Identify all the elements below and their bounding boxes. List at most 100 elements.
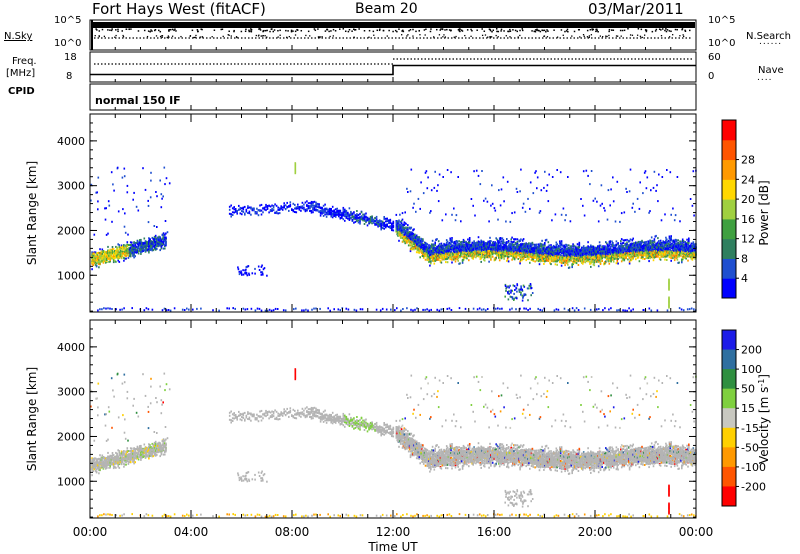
power-cell — [447, 250, 450, 252]
power-cell — [543, 255, 545, 258]
power-cell — [140, 238, 142, 241]
power-cell — [153, 238, 156, 241]
power-cell — [424, 248, 427, 251]
power-cell — [511, 212, 513, 215]
power-cell — [324, 207, 326, 210]
power-cell — [91, 258, 93, 261]
power-cell — [404, 211, 406, 214]
power-cell — [460, 243, 462, 246]
power-cell — [307, 207, 310, 210]
power-cell — [451, 248, 453, 251]
nsky-point — [250, 28, 252, 30]
power-cell — [266, 206, 269, 209]
power-cell — [458, 262, 460, 265]
power-cell — [429, 250, 431, 253]
power-cell — [142, 250, 144, 252]
power-cell — [269, 210, 272, 213]
power-cell — [436, 247, 438, 250]
nsky-point — [538, 29, 540, 32]
power-cell — [482, 245, 484, 247]
power-cell — [538, 256, 541, 259]
power-cell — [504, 244, 506, 247]
power-cell — [265, 205, 267, 208]
nsearch-point — [629, 34, 632, 36]
power-cell — [416, 244, 419, 247]
power-cell — [435, 252, 437, 255]
power-cell — [422, 192, 425, 195]
power-cell — [522, 202, 525, 205]
power-cell — [140, 249, 142, 252]
nsky-point — [608, 30, 610, 33]
power-cell — [475, 256, 477, 259]
power-cell — [419, 244, 421, 247]
power-cell — [460, 252, 462, 255]
power-cell — [518, 246, 520, 249]
power-cell — [254, 212, 257, 215]
power-cell — [414, 238, 416, 241]
power-cell — [153, 244, 156, 247]
power-cell — [489, 244, 491, 247]
power-cell — [533, 248, 535, 251]
power-cell — [157, 241, 159, 244]
power-cell — [531, 243, 534, 246]
power-cell — [100, 259, 102, 262]
power-cell — [372, 219, 375, 222]
power-cell — [409, 248, 412, 251]
nsearch-point — [490, 36, 493, 38]
power-cell — [521, 247, 524, 250]
power-cell — [402, 226, 405, 229]
power-cell — [513, 244, 515, 247]
power-cell — [544, 252, 547, 255]
power-cell — [498, 249, 501, 252]
power-cell — [161, 237, 164, 240]
power-cell — [406, 187, 408, 190]
power-cell — [524, 249, 527, 251]
power-cell — [241, 273, 243, 276]
power-cell — [531, 250, 534, 253]
power-cell — [441, 219, 444, 222]
power-cell — [450, 246, 452, 248]
power-cell — [417, 240, 420, 243]
power-cell — [482, 253, 484, 256]
power-cell — [120, 253, 123, 256]
power-cell — [475, 252, 478, 254]
nsky-point — [117, 30, 119, 33]
power-cell — [428, 249, 430, 252]
power-cell — [363, 216, 366, 219]
power-cell — [493, 258, 496, 261]
power-cell — [494, 258, 497, 261]
power-cell — [544, 257, 547, 260]
power-cell — [96, 254, 99, 257]
power-cell — [439, 256, 442, 259]
power-cell — [353, 215, 355, 218]
power-cell — [103, 258, 106, 261]
power-cell — [342, 214, 345, 217]
power-cell — [495, 242, 497, 245]
power-cell — [482, 250, 484, 253]
power-cell — [128, 247, 131, 250]
power-cell — [271, 209, 273, 212]
power-cell — [472, 253, 474, 256]
power-cell — [100, 257, 102, 260]
nsky-point — [328, 30, 330, 33]
power-cell — [330, 213, 332, 216]
nsky-point — [273, 29, 276, 31]
power-cell — [99, 255, 101, 258]
power-cell — [149, 247, 151, 250]
power-cell — [397, 222, 399, 225]
power-cell — [383, 221, 385, 224]
power-cell — [412, 229, 414, 232]
power-cell — [434, 258, 436, 261]
power-cell — [128, 250, 131, 253]
nsky-point — [512, 29, 514, 31]
power-cell — [351, 213, 354, 216]
power-cell — [539, 249, 542, 252]
power-cell — [527, 252, 529, 254]
power-cell — [483, 256, 486, 259]
power-cell — [159, 236, 161, 239]
power-cell — [470, 249, 473, 252]
power-cell — [468, 246, 470, 249]
power-cell — [495, 256, 497, 259]
nsearch-point — [266, 36, 268, 38]
nsearch-point — [602, 35, 604, 38]
